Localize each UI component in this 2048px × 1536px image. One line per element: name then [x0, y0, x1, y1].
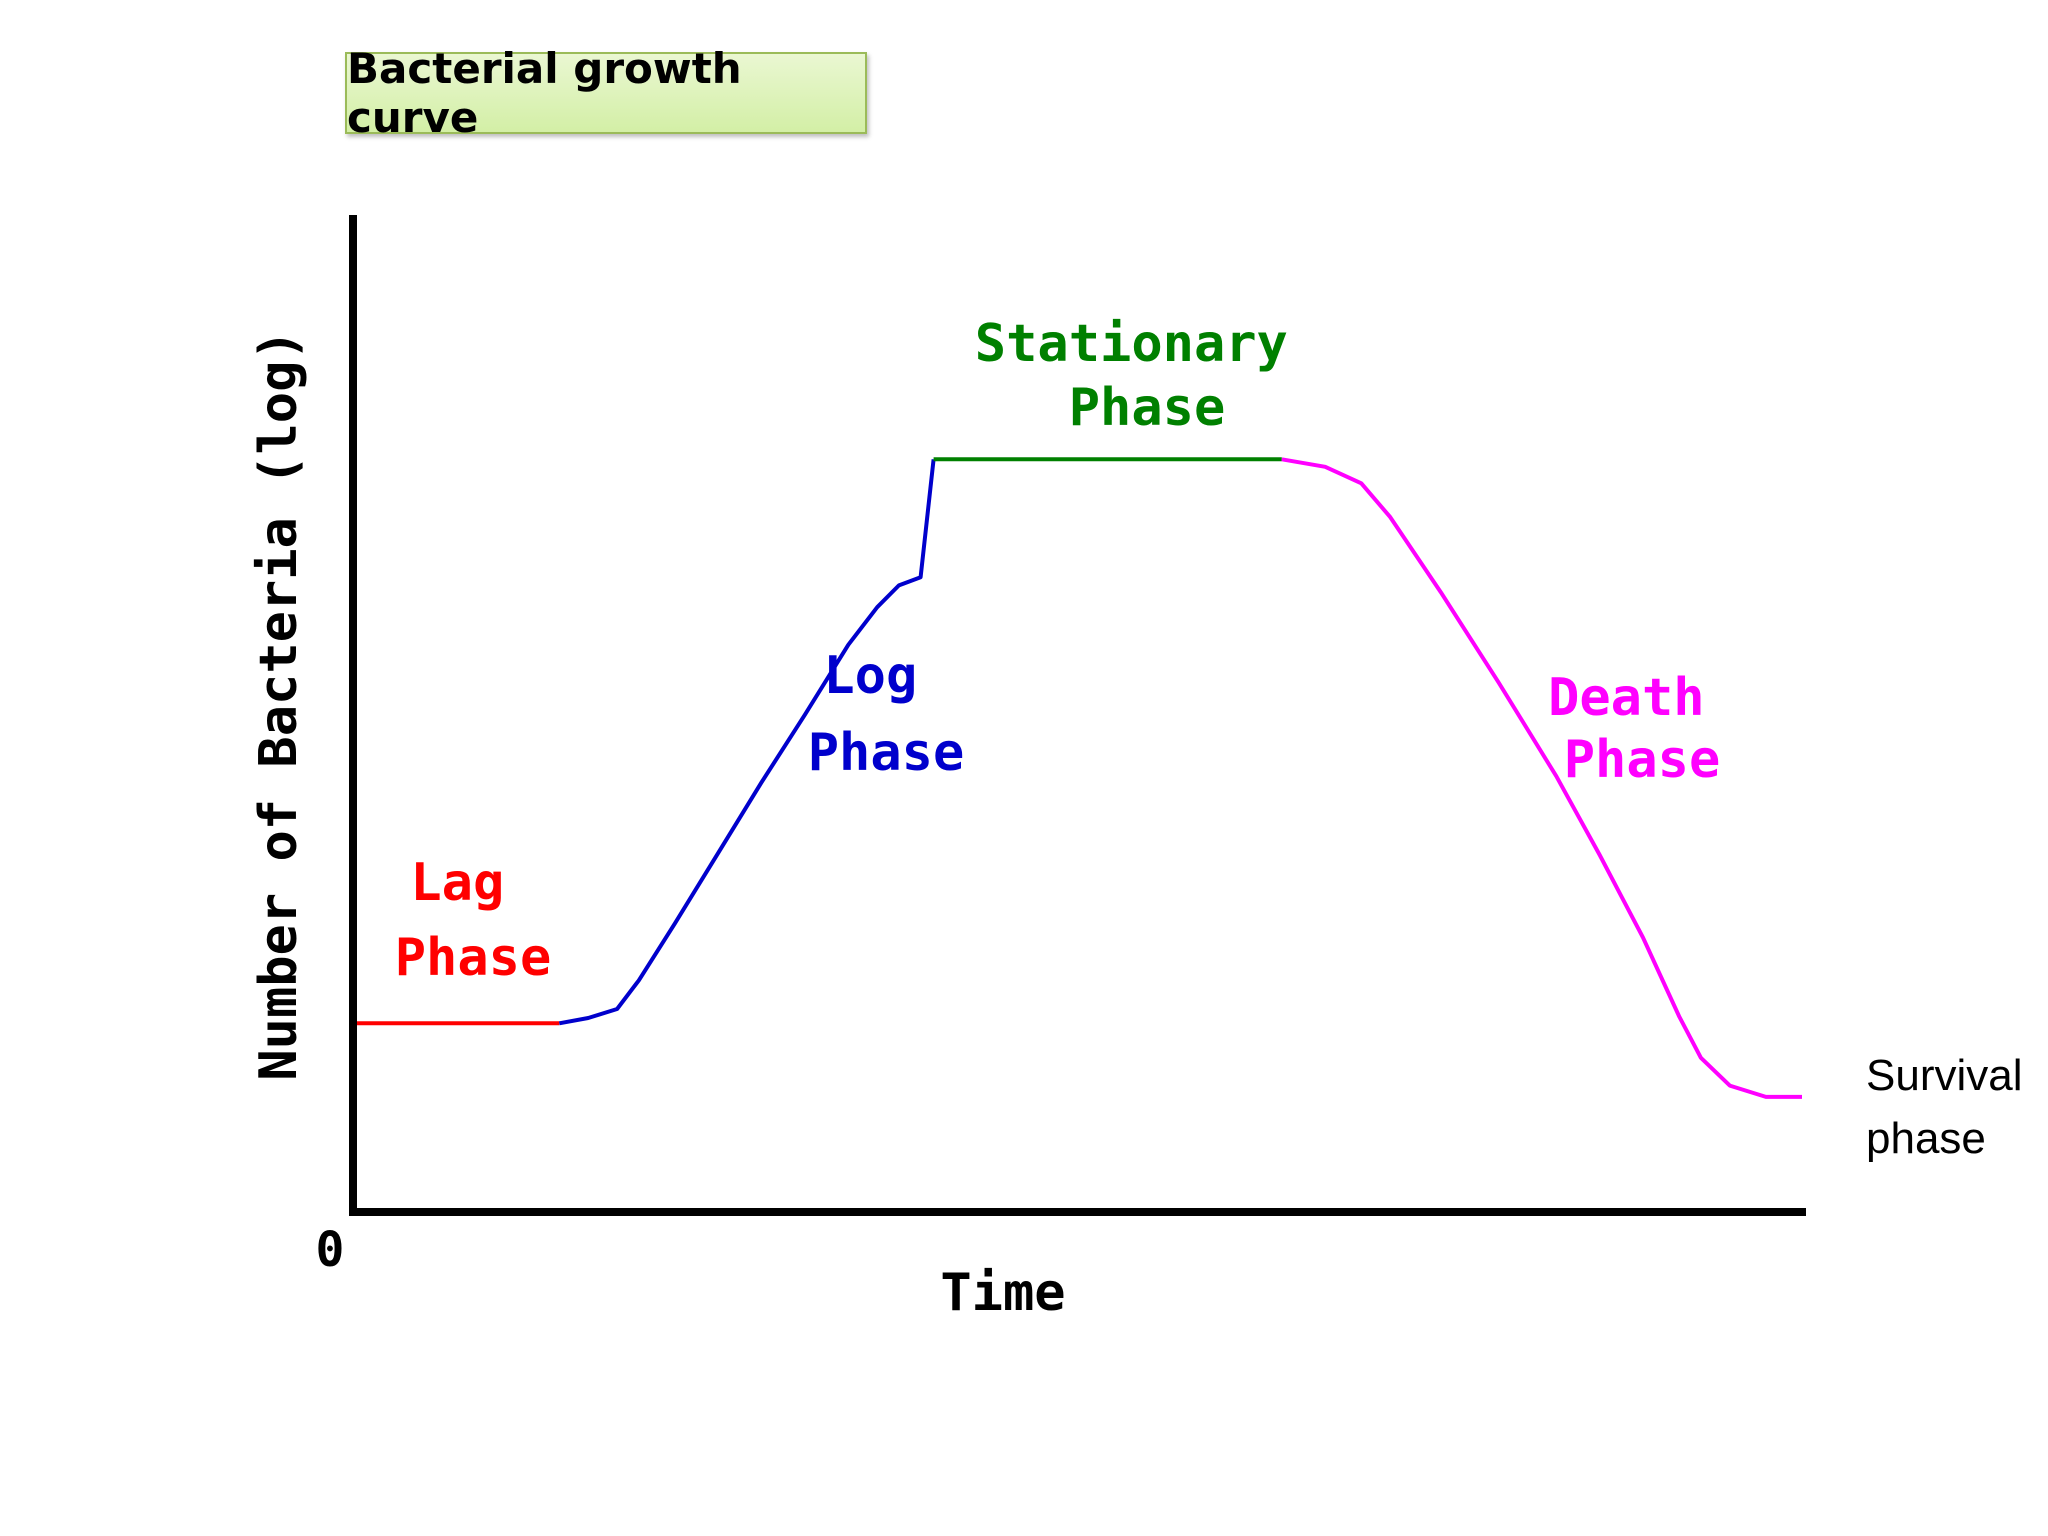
origin-tick-label: 0: [316, 1222, 345, 1278]
log-phase-label-line-1: Log: [823, 646, 917, 706]
survival-phase-annotation: Survival phase: [1866, 1051, 2035, 1163]
x-axis-label: Time: [940, 1263, 1065, 1323]
death-phase-line: [1281, 457, 1802, 1099]
stationary-phase-label: Stationary Phase: [975, 314, 1319, 438]
chart-title: Bacterial growth curve: [345, 44, 867, 142]
y-axis-label: Number of Bacteria (log): [249, 329, 309, 1080]
lag-phase-label-line-1: Lag: [410, 853, 504, 913]
lag-phase-label-line-2: Phase: [395, 928, 552, 988]
death-phase-label: Death Phase: [1548, 668, 1736, 790]
log-phase-label: Log Phase: [808, 646, 965, 783]
death-phase-label-line-1: Death: [1548, 668, 1705, 728]
log-phase-label-line-2: Phase: [808, 723, 965, 783]
survival-phase-line-2: phase: [1866, 1114, 1986, 1163]
stationary-phase-label-line-2: Phase: [1069, 378, 1226, 438]
death-phase-label-line-2: Phase: [1564, 730, 1721, 790]
lag-phase-label: Lag Phase: [395, 853, 552, 988]
log-phase-line: [558, 459, 936, 1026]
survival-phase-line-1: Survival: [1866, 1051, 2023, 1100]
stationary-phase-label-line-1: Stationary: [975, 314, 1288, 374]
series-layer: [357, 457, 1802, 1099]
